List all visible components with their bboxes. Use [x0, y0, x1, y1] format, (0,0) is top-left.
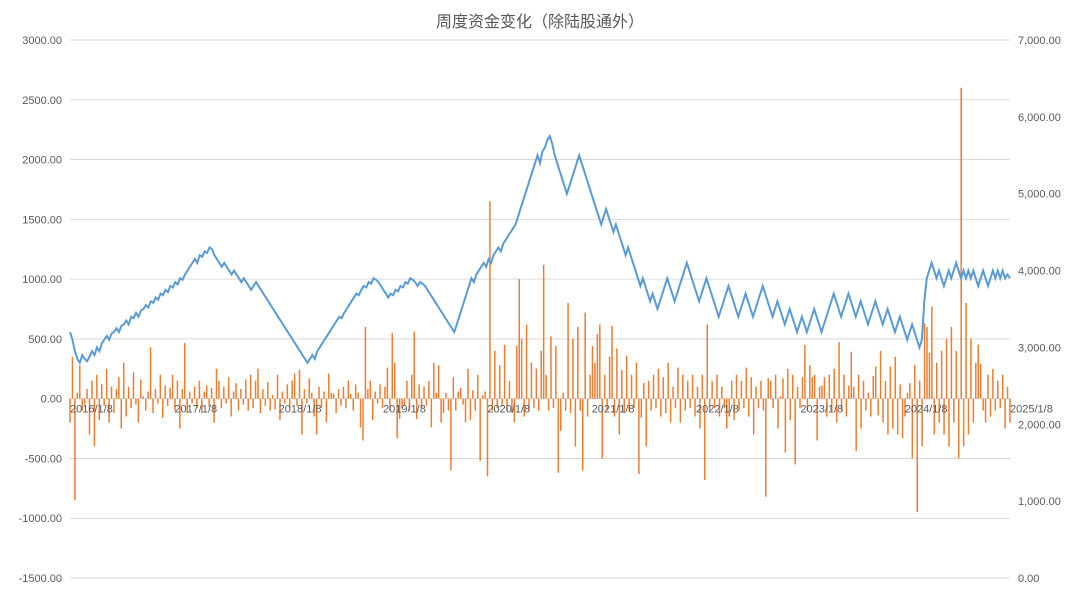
bar-series: [69, 88, 1011, 512]
left-axis-tick: 2500.00: [22, 95, 62, 107]
left-axis-tick: 2000.00: [22, 155, 62, 167]
chart-title: 周度资金变化（除陆股通外）: [0, 0, 1080, 32]
x-axis-tick: 2020/1/8: [487, 404, 530, 416]
left-axis-tick: 1000.00: [22, 274, 62, 286]
right-axis-tick: 5,000.00: [1018, 189, 1061, 201]
x-axis-tick: 2023/1/8: [800, 404, 843, 416]
line-series: [70, 136, 1010, 363]
left-axis-tick: 1500.00: [22, 214, 62, 226]
right-axis-tick: 2,000.00: [1018, 419, 1061, 431]
x-axis-tick: 2024/1/8: [905, 404, 948, 416]
x-axis-tick: 2016/1/8: [70, 404, 113, 416]
chart-svg: -1500.00-1000.00-500.000.00500.001000.00…: [70, 40, 1010, 578]
chart-container: 周度资金变化（除陆股通外） -1500.00-1000.00-500.000.0…: [0, 0, 1080, 598]
plot-area: -1500.00-1000.00-500.000.00500.001000.00…: [70, 40, 1010, 578]
right-axis-tick: 1,000.00: [1018, 496, 1061, 508]
left-axis-tick: 0.00: [41, 394, 62, 406]
x-axis-tick: 2018/1/8: [279, 404, 322, 416]
x-axis-tick: 2022/1/8: [696, 404, 739, 416]
left-axis-tick: 3000.00: [22, 35, 62, 47]
x-axis-tick: 2025/1/8: [1010, 404, 1053, 416]
x-axis-tick: 2017/1/8: [174, 404, 217, 416]
right-axis-tick: 4,000.00: [1018, 266, 1061, 278]
left-axis-tick: -500.00: [25, 453, 62, 465]
right-axis-tick: 7,000.00: [1018, 35, 1061, 47]
left-axis-tick: -1000.00: [19, 513, 62, 525]
left-axis-tick: -1500.00: [19, 573, 62, 585]
right-axis-tick: 6,000.00: [1018, 112, 1061, 124]
right-axis-tick: 0.00: [1018, 573, 1039, 585]
right-axis-tick: 3,000.00: [1018, 342, 1061, 354]
left-axis-tick: 500.00: [28, 334, 62, 346]
x-axis-tick: 2019/1/8: [383, 404, 426, 416]
x-axis-tick: 2021/1/8: [592, 404, 635, 416]
